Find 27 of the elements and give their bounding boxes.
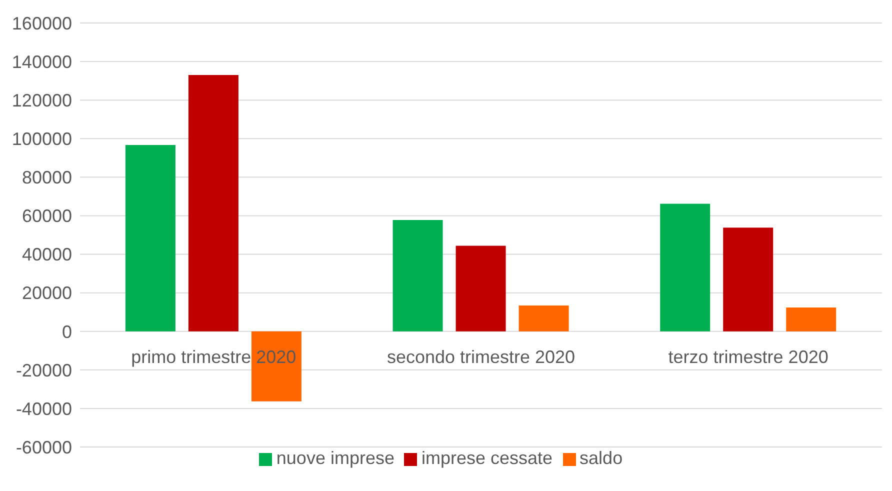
- bar: [723, 228, 774, 332]
- bar: [660, 204, 710, 332]
- y-tick-label: 80000: [22, 168, 72, 188]
- bar: [251, 331, 302, 402]
- y-tick-label: 40000: [22, 244, 72, 265]
- bar: [188, 75, 238, 332]
- y-tick-label: 20000: [22, 283, 72, 304]
- y-tick-label: 120000: [12, 90, 72, 110]
- y-tick-label: 140000: [12, 52, 72, 72]
- y-tick-label: 60000: [22, 206, 72, 226]
- legend-label: saldo: [580, 448, 623, 468]
- y-tick-label: 100000: [12, 129, 72, 150]
- x-tick-label: primo trimestre 2020: [131, 347, 296, 368]
- legend-label: imprese cessate: [421, 448, 553, 468]
- y-tick-label: -20000: [16, 360, 72, 380]
- bar: [392, 220, 443, 332]
- bar: [518, 306, 569, 332]
- y-tick-label: 160000: [12, 13, 72, 34]
- x-tick-label: secondo trimestre 2020: [386, 347, 576, 368]
- legend-label: nuove imprese: [276, 448, 394, 468]
- bar: [786, 307, 836, 332]
- y-tick-label: -40000: [16, 398, 72, 419]
- y-tick-label: 0: [62, 322, 72, 342]
- x-tick-label: terzo trimestre 2020: [668, 347, 828, 368]
- y-tick-label: -60000: [16, 437, 72, 458]
- bar: [456, 246, 506, 332]
- bar: [125, 144, 176, 332]
